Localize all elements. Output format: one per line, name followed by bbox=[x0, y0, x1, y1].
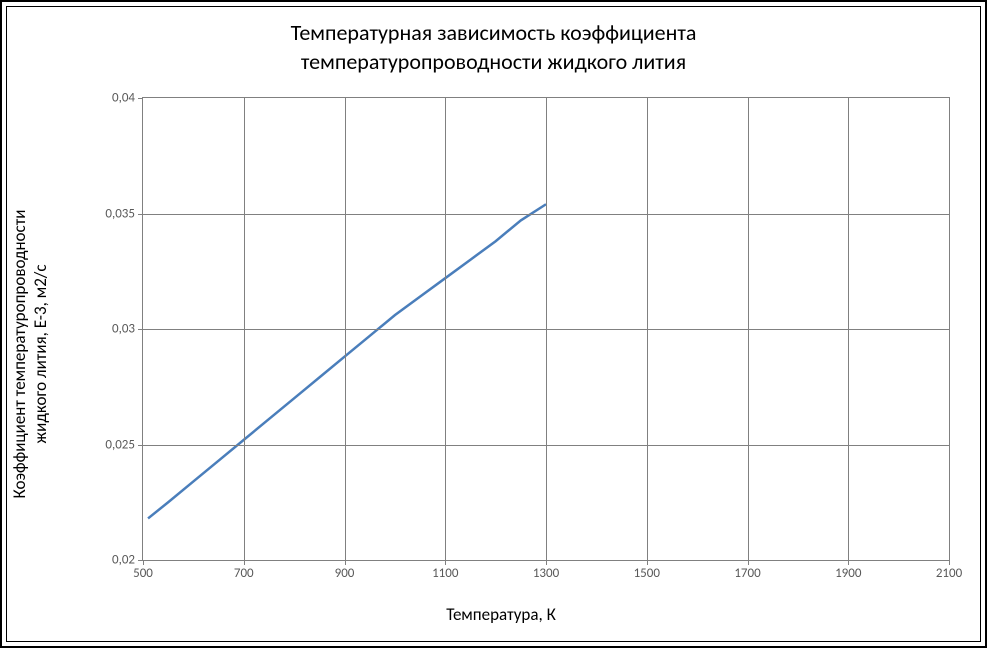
x-axis-label: Температура, К bbox=[446, 604, 556, 625]
x-tick bbox=[244, 560, 245, 565]
grid-line-horizontal bbox=[143, 214, 949, 215]
x-tick-label: 1500 bbox=[634, 566, 660, 581]
data-series-line bbox=[148, 204, 546, 518]
chart-title-line2: температуропроводности жидкого лития bbox=[301, 48, 686, 75]
y-axis-label-line1: Коэффициент температуропроводности bbox=[9, 210, 30, 499]
y-tick bbox=[138, 98, 143, 99]
x-tick-label: 700 bbox=[234, 566, 254, 581]
x-tick-label: 1100 bbox=[432, 566, 458, 581]
y-axis-label: Коэффициент температуропроводности жидко… bbox=[9, 210, 52, 499]
chart-container: Температурная зависимость коэффициента т… bbox=[0, 0, 987, 648]
chart-title-line1: Температурная зависимость коэффициента bbox=[291, 19, 697, 46]
y-tick-label: 0,04 bbox=[112, 91, 135, 106]
x-tick bbox=[848, 560, 849, 565]
x-tick-label: 900 bbox=[335, 566, 355, 581]
x-tick bbox=[949, 560, 950, 565]
y-tick-label: 0,025 bbox=[105, 437, 135, 452]
y-tick-label: 0,035 bbox=[105, 206, 135, 221]
y-tick bbox=[138, 329, 143, 330]
y-tick-label: 0,02 bbox=[112, 553, 135, 568]
y-tick-label: 0,03 bbox=[112, 322, 135, 337]
x-tick-label: 500 bbox=[133, 566, 153, 581]
y-tick bbox=[138, 445, 143, 446]
x-tick-label: 1900 bbox=[835, 566, 861, 581]
y-tick bbox=[138, 560, 143, 561]
x-tick bbox=[445, 560, 446, 565]
x-tick-label: 2100 bbox=[936, 566, 962, 581]
x-tick bbox=[647, 560, 648, 565]
chart-body: Коэффициент температуропроводности жидко… bbox=[42, 87, 960, 621]
x-tick bbox=[748, 560, 749, 565]
chart-inner-border: Температурная зависимость коэффициента т… bbox=[6, 6, 981, 642]
y-tick bbox=[138, 214, 143, 215]
chart-title: Температурная зависимость коэффициента т… bbox=[7, 7, 980, 84]
x-tick bbox=[345, 560, 346, 565]
x-tick-label: 1300 bbox=[533, 566, 559, 581]
y-axis-label-line2: жидкого лития, E-3, м2/с bbox=[30, 264, 51, 443]
x-tick bbox=[546, 560, 547, 565]
x-tick bbox=[143, 560, 144, 565]
plot-area: 5007009001100130015001700190021000,020,0… bbox=[142, 97, 950, 561]
x-tick-label: 1700 bbox=[734, 566, 760, 581]
grid-line-horizontal bbox=[143, 445, 949, 446]
grid-line-horizontal bbox=[143, 329, 949, 330]
